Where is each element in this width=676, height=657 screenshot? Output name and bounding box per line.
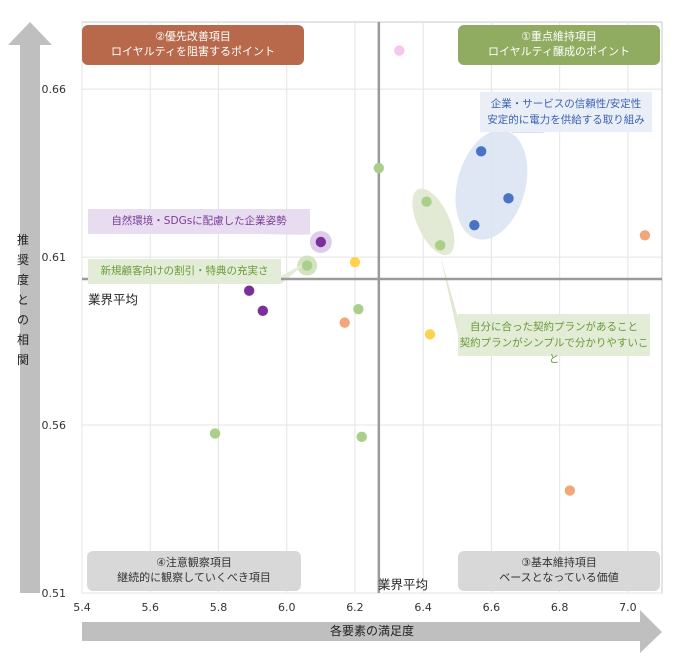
- data-point: [356, 431, 367, 443]
- y-axis-title: 推奨度との相関: [16, 233, 29, 367]
- data-point: [424, 329, 436, 340]
- callout-blue: 企業・サービスの信頼性/安定性 安定的に電力を供給する取り組み: [480, 92, 652, 132]
- data-point: [435, 240, 446, 251]
- tick-labels: 5.4 5.6 5.8 6.0 6.2 6.4 6.6 6.8 7.0 0.51 0.56 0.61 0…: [42, 83, 637, 614]
- data-point: [315, 236, 327, 248]
- y-axis-arrow: [8, 22, 52, 593]
- y-tick-label: 0.51: [42, 587, 67, 600]
- quadrant-4-title: ④注意観察項目: [156, 556, 232, 569]
- y-tick-label: 0.66: [42, 83, 67, 96]
- data-points: [209, 45, 651, 584]
- quadrant-1-title: ①重点維持項目: [521, 30, 597, 43]
- quadrant-1-subtitle: ロイヤルティ醸成のポイント: [487, 45, 630, 58]
- data-point: [639, 230, 651, 241]
- data-point: [243, 285, 255, 296]
- data-point: [301, 260, 313, 271]
- callout-purple: 自然環境・SDGsに配慮した企業姿勢: [88, 209, 310, 234]
- quadrant-2-title: ②優先改善項目: [155, 30, 231, 43]
- x-tick-label: 5.6: [141, 601, 159, 614]
- quadrant-3-title: ③基本維持項目: [521, 556, 597, 569]
- data-point: [209, 428, 221, 439]
- data-point: [564, 485, 576, 496]
- x-axis-arrow: [82, 610, 662, 653]
- quadrant-2-box: ②優先改善項目 ロイヤルティを阻害するポイント: [82, 25, 304, 65]
- callout-blue-line1: 企業・サービスの信頼性/安定性: [490, 98, 642, 110]
- data-point: [394, 45, 405, 56]
- data-point: [257, 305, 269, 317]
- x-tick-label: 6.4: [414, 601, 432, 614]
- x-tick-label: 7.0: [619, 601, 637, 614]
- connector-green-2: [440, 255, 458, 335]
- callout-green-2: 自分に合った契約プランがあること 契約プランがシンプルで分かりやすいこと: [458, 314, 650, 365]
- x-tick-label: 5.4: [73, 601, 91, 614]
- highlight-ellipse-blue: [455, 130, 528, 240]
- data-point: [421, 196, 432, 207]
- x-axis-title: 各要素の満足度: [329, 624, 414, 638]
- data-point: [353, 303, 364, 315]
- x-average-label: 業界平均: [378, 577, 429, 592]
- quadrant-4-box: ④注意観察項目 継続的に観察していくべき項目: [87, 551, 301, 591]
- x-tick-label: 6.2: [346, 601, 364, 614]
- data-point: [339, 317, 350, 328]
- data-point: [469, 220, 480, 231]
- callout-green-2-line1: 自分に合った契約プランがあること: [470, 321, 638, 333]
- callout-green-1: 新規顧客向けの割引・特典の充実さ: [88, 259, 281, 284]
- quadrant-3-subtitle: ベースとなっている価値: [499, 571, 619, 584]
- x-tick-label: 6.0: [278, 601, 296, 614]
- quadrant-1-box: ①重点維持項目 ロイヤルティ醸成のポイント: [458, 25, 660, 65]
- data-point: [373, 162, 385, 174]
- data-point: [503, 193, 514, 204]
- quadrant-4-subtitle: 継続的に観察していくべき項目: [117, 571, 271, 584]
- callout-green-2-line2: 契約プランがシンプルで分かりやすいこと: [459, 337, 649, 365]
- data-point: [349, 256, 361, 268]
- y-tick-label: 0.61: [42, 251, 67, 264]
- connector-purple: [260, 234, 321, 236]
- y-tick-label: 0.56: [42, 419, 67, 432]
- quadrant-3-box: ③基本維持項目 ベースとなっている価値: [458, 551, 660, 591]
- data-point: [475, 146, 487, 157]
- x-tick-label: 6.6: [483, 601, 501, 614]
- callout-blue-line2: 安定的に電力を供給する取り組み: [487, 114, 645, 126]
- y-average-label: 業界平均: [88, 292, 139, 307]
- quadrant-2-subtitle: ロイヤルティを阻害するポイント: [110, 45, 275, 58]
- x-tick-label: 5.8: [210, 601, 228, 614]
- x-tick-label: 6.8: [551, 601, 569, 614]
- connector-green-1: [281, 262, 308, 284]
